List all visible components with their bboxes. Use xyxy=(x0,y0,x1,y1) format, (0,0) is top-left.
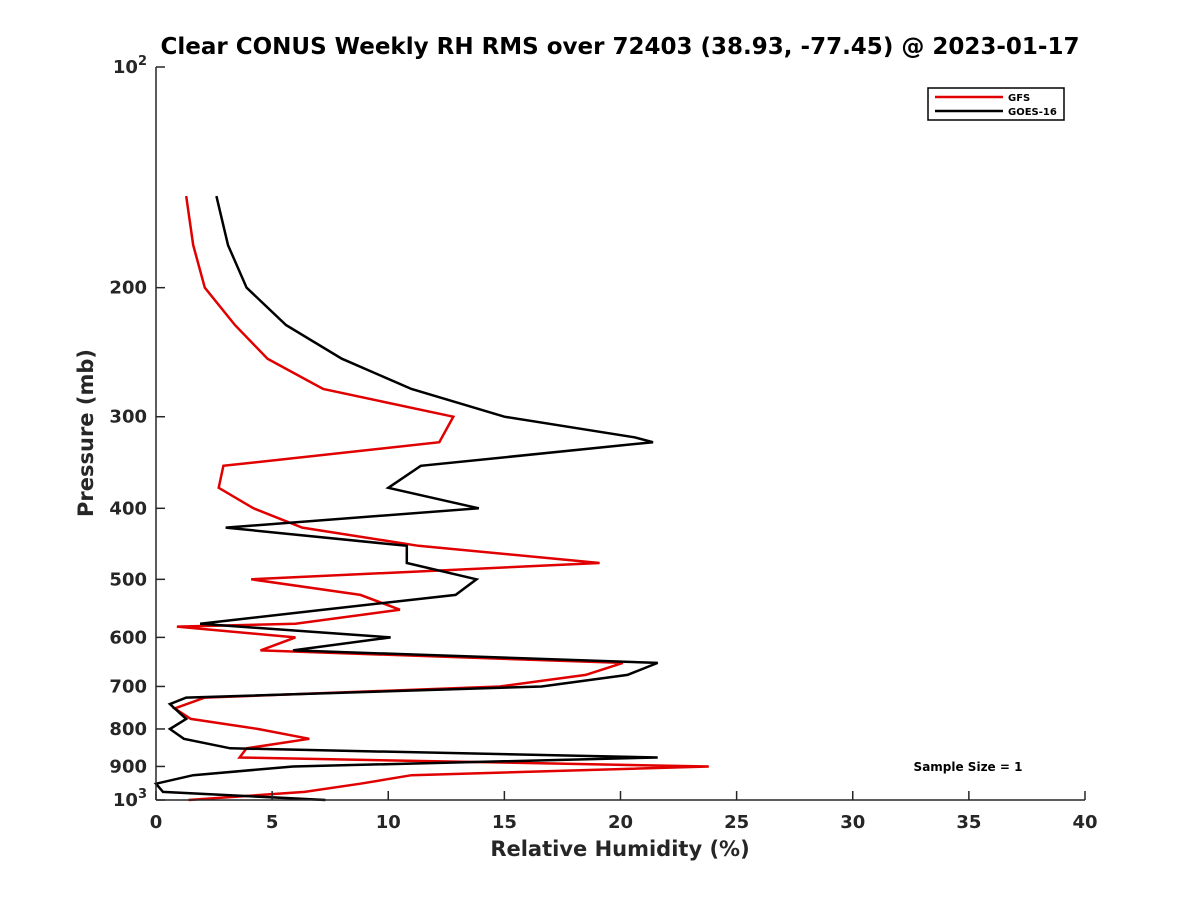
x-tick-label: 30 xyxy=(840,812,865,833)
x-tick-label: 35 xyxy=(956,812,981,833)
y-tick-label: 600 xyxy=(109,627,147,648)
y-tick-label: 400 xyxy=(109,498,147,519)
y-tick-label: 700 xyxy=(109,676,147,697)
x-tick-label: 0 xyxy=(150,812,163,833)
legend: GFS GOES-16 xyxy=(927,87,1065,121)
x-tick-label: 40 xyxy=(1072,812,1097,833)
legend-box xyxy=(927,87,1065,121)
plot-area: 0 5 10 15 20 25 30 35 40 102 200 300 400 500 600 700 800… xyxy=(109,54,1097,833)
y-tick-label: 500 xyxy=(109,569,147,590)
x-tick-label: 15 xyxy=(492,812,517,833)
axis-layer: 0 5 10 15 20 25 30 35 40 102 200 300 400 500 600 700 800… xyxy=(109,54,1097,833)
x-tick-label: 20 xyxy=(608,812,633,833)
series-line-goes16 xyxy=(153,195,659,802)
x-axis-label: Relative Humidity (%) xyxy=(490,837,749,861)
series-line-gfs xyxy=(171,195,709,802)
legend-label-goes16: GOES-16 xyxy=(1008,107,1057,118)
x-tick-label: 5 xyxy=(266,812,279,833)
y-tick-label: 102 xyxy=(113,54,147,78)
series-layer xyxy=(153,195,709,802)
y-tick-label: 300 xyxy=(109,407,147,428)
x-tick-label: 10 xyxy=(376,812,401,833)
legend-label-gfs: GFS xyxy=(1008,93,1030,104)
y-axis-label: Pressure (mb) xyxy=(74,349,98,517)
y-tick-label: 800 xyxy=(109,719,147,740)
y-tick-label: 200 xyxy=(109,278,147,299)
y-tick-label: 900 xyxy=(109,756,147,777)
chart-title: Clear CONUS Weekly RH RMS over 72403 (38… xyxy=(161,34,1080,60)
x-tick-label: 25 xyxy=(724,812,749,833)
y-tick-label: 103 xyxy=(113,787,147,811)
sample-size-annotation: Sample Size = 1 xyxy=(914,760,1023,774)
